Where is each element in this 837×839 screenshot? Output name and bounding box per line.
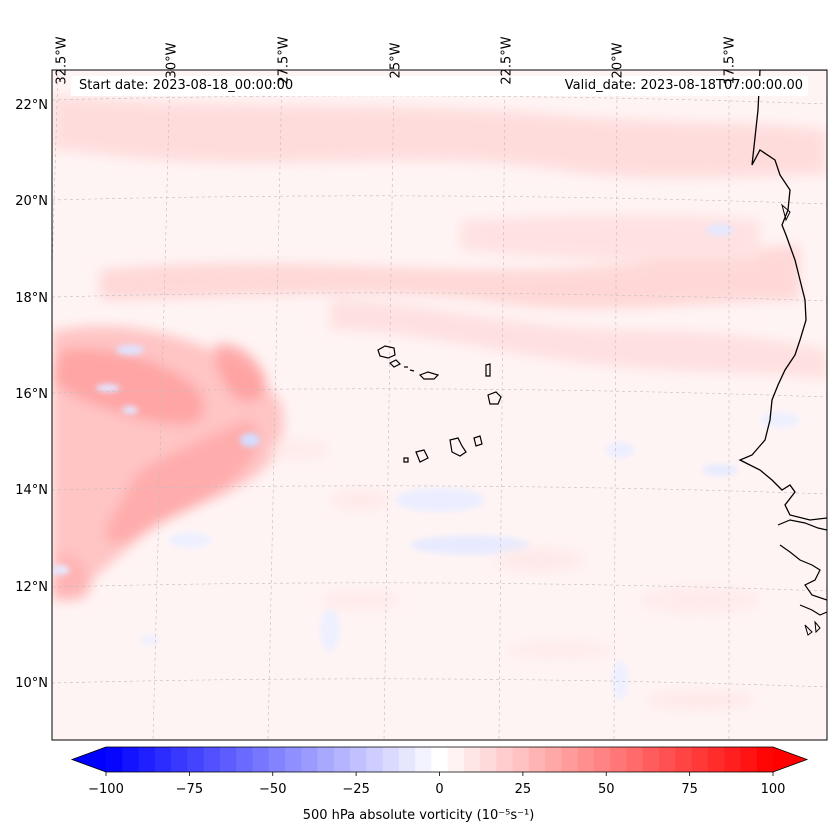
- colorbar-swatch: [154, 747, 172, 772]
- colorbar-swatch: [171, 747, 188, 772]
- colorbar-swatch: [691, 747, 709, 772]
- lat-label: 18°N: [15, 291, 48, 306]
- lon-label: 32.5°W: [54, 36, 70, 85]
- colorbar-extend-min: [72, 747, 106, 772]
- colorbar-tick-label: −75: [175, 782, 204, 797]
- colorbar-swatch: [496, 747, 514, 772]
- colorbar-tick-label: 100: [760, 782, 786, 797]
- colorbar-swatch: [333, 747, 351, 772]
- colorbar-swatch: [577, 747, 595, 772]
- vorticity-field: [52, 70, 827, 740]
- colorbar-swatch: [756, 747, 774, 772]
- colorbar-swatch: [610, 747, 628, 772]
- colorbar-swatch: [236, 747, 253, 772]
- colorbar-tick-label: −25: [342, 782, 370, 797]
- colorbar-tick-label: 0: [435, 782, 444, 797]
- colorbar-swatch: [415, 747, 432, 772]
- colorbar-swatch: [219, 747, 237, 772]
- colorbar-swatch: [366, 747, 384, 772]
- colorbar-tick-label: −100: [88, 782, 124, 797]
- colorbar-swatch: [187, 747, 205, 772]
- colorbar-swatch: [106, 747, 123, 772]
- valid-date-label: Valid_date: 2023-08-18T07:00:00.00: [564, 78, 803, 93]
- lat-label: 20°N: [15, 194, 48, 209]
- colorbar-label: 500 hPa absolute vorticity (10⁻⁵s⁻¹): [302, 808, 535, 823]
- colorbar-swatch: [252, 747, 270, 772]
- graticule: [52, 70, 827, 740]
- colorbar-tick-label: 25: [514, 782, 532, 797]
- colorbar-swatch: [301, 747, 318, 772]
- colorbar-swatch: [740, 747, 758, 772]
- colorbar-tick-label: 75: [681, 782, 698, 797]
- colorbar-swatch: [480, 747, 497, 772]
- colorbar-swatch: [528, 747, 546, 772]
- lat-label: 16°N: [15, 387, 48, 402]
- colorbar-swatch: [659, 747, 676, 772]
- colorbar-tick-label: 50: [597, 782, 615, 797]
- colorbar-swatch: [463, 747, 481, 772]
- map-frame: [51, 69, 828, 741]
- colorbar-swatch: [545, 747, 563, 772]
- colorbar-swatch: [203, 747, 221, 772]
- colorbar-swatch: [561, 747, 579, 772]
- colorbar-swatch: [431, 747, 449, 772]
- colorbar-swatch: [122, 747, 140, 772]
- colorbar: [70, 746, 809, 776]
- coastline: [738, 70, 827, 521]
- start-date-label: Start date: 2023-08-18_00:00:00: [79, 78, 294, 93]
- lat-label: 12°N: [15, 580, 48, 595]
- colorbar-tick-label: −50: [259, 782, 287, 797]
- colorbar-swatch: [642, 747, 660, 772]
- header-box: [71, 76, 808, 96]
- lon-label: 27.5°W: [276, 36, 292, 85]
- colorbar-swatch: [398, 747, 416, 772]
- colorbar-swatch: [382, 747, 400, 772]
- lon-label: 30°W: [164, 42, 180, 79]
- colorbar-extend-max: [773, 747, 807, 772]
- cape-verde-islands: [377, 345, 502, 463]
- colorbar-swatch: [350, 747, 367, 772]
- colorbar-swatch: [138, 747, 156, 772]
- colorbar-swatch: [512, 747, 530, 772]
- lat-label: 22°N: [15, 98, 48, 113]
- colorbar-swatch: [317, 747, 335, 772]
- lon-label: 22.5°W: [499, 36, 515, 85]
- lat-label: 14°N: [15, 483, 48, 498]
- colorbar-swatch: [626, 747, 644, 772]
- lon-label: 25°W: [388, 42, 404, 79]
- colorbar-swatch: [675, 747, 693, 772]
- colorbar-swatch: [594, 747, 611, 772]
- colorbar-swatch: [447, 747, 465, 772]
- lon-label: 17.5°W: [722, 36, 738, 85]
- lon-label: 20°W: [610, 42, 626, 79]
- colorbar-swatch: [707, 747, 725, 772]
- colorbar-swatch: [724, 747, 741, 772]
- colorbar-swatch: [268, 747, 286, 772]
- lat-label: 10°N: [15, 676, 48, 691]
- colorbar-swatch: [284, 747, 302, 772]
